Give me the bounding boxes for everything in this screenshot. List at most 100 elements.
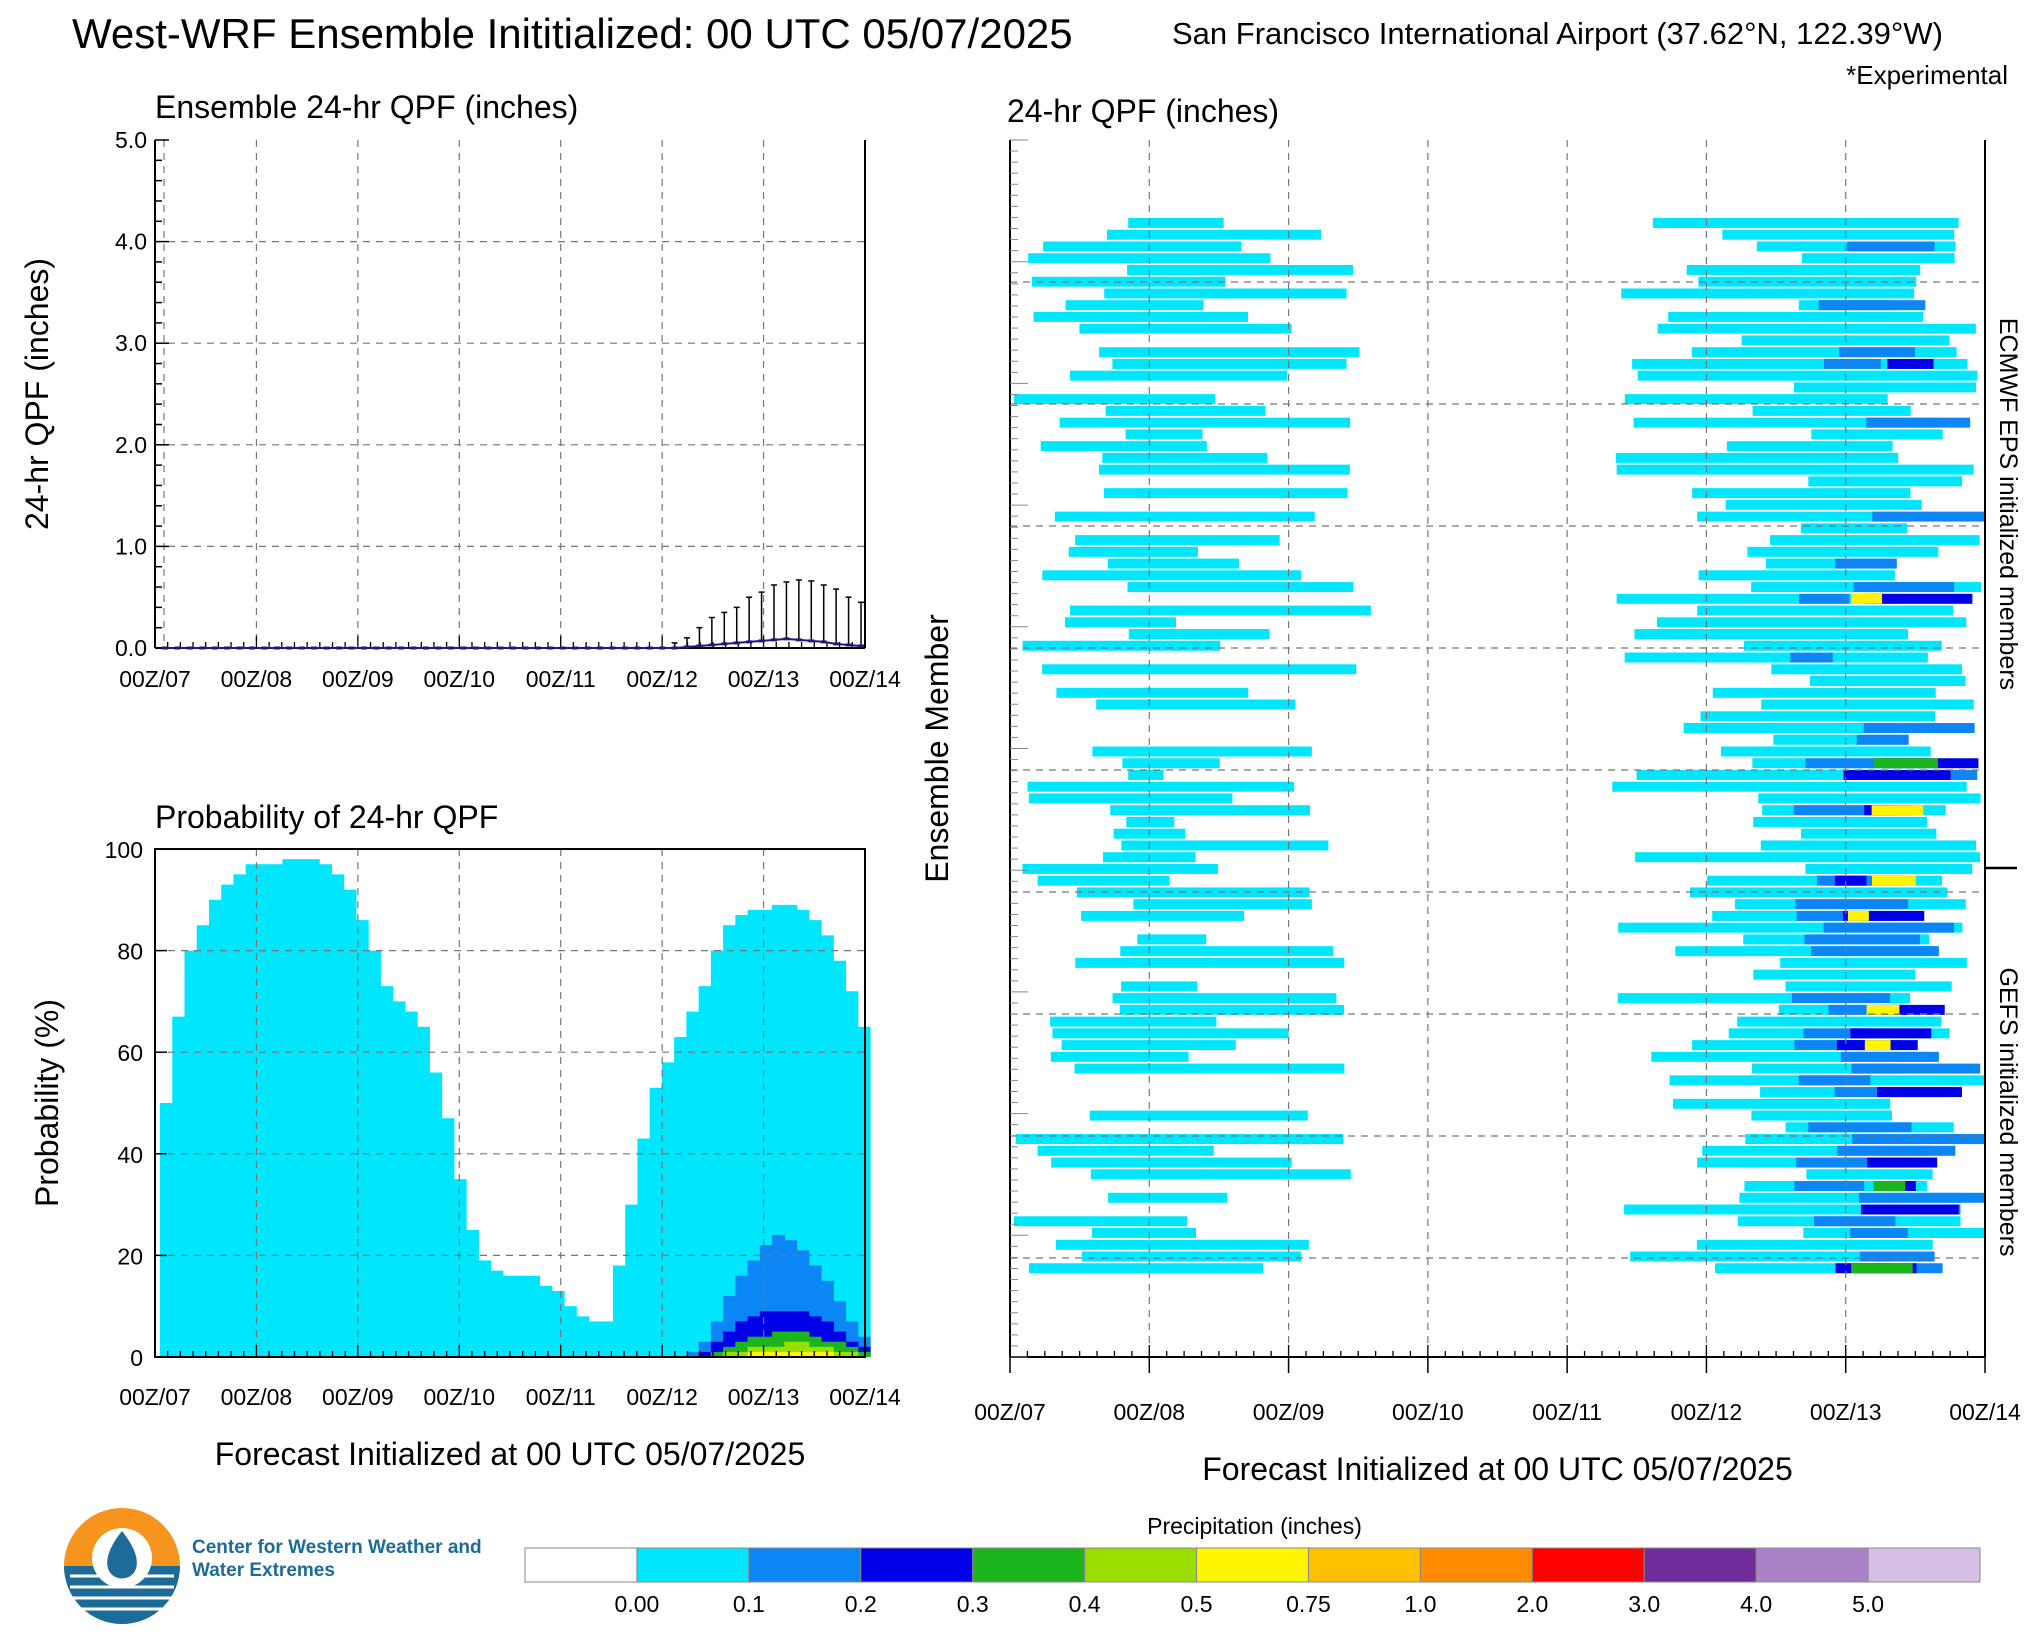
prob-bar xyxy=(612,1265,626,1357)
x-tick-label: 00Z/09 xyxy=(322,1384,394,1410)
member-bar xyxy=(1803,1028,1866,1039)
member-bar xyxy=(1091,1228,1196,1239)
member-bar xyxy=(1040,441,1207,452)
member-bar xyxy=(1752,405,1911,416)
member-bar xyxy=(1698,570,1895,581)
chart-title: Ensemble 24-hr QPF (inches) xyxy=(155,89,578,125)
prob-bar xyxy=(600,1321,614,1357)
member-bar xyxy=(1793,805,1896,816)
group-label-ecmwf: ECMWF EPS initialized members xyxy=(1994,318,2022,690)
x-tick-label: 00Z/12 xyxy=(626,1384,698,1410)
colorbar-swatch xyxy=(1419,1547,1533,1583)
colorbar-swatch xyxy=(1643,1547,1757,1583)
station-label: San Francisco International Airport (37.… xyxy=(1172,16,1943,51)
colorbar-label: 0.5 xyxy=(1181,1591,1213,1617)
member-bar xyxy=(1121,981,1198,992)
colorbar-swatch xyxy=(1307,1547,1421,1583)
member-bar xyxy=(1851,593,1883,604)
prob-bar xyxy=(490,1270,504,1357)
member-bar xyxy=(1092,746,1312,757)
prob-bar xyxy=(637,1138,651,1357)
member-bar xyxy=(1712,687,1936,698)
y-axis-label: 24-hr QPF (inches) xyxy=(19,258,55,530)
member-bar xyxy=(1033,311,1248,322)
member-bar xyxy=(1110,805,1310,816)
member-bar xyxy=(1790,652,1833,663)
colorbar-swatch xyxy=(1755,1547,1869,1583)
prob-bar xyxy=(674,1036,687,1357)
member-bar xyxy=(1864,1040,1891,1051)
member-bar xyxy=(1630,1251,1905,1262)
group-label-gefs: GEFS initialized members xyxy=(1994,968,2022,1257)
member-bar xyxy=(1795,899,1909,910)
x-axis-label: Forecast Initialized at 00 UTC 05/07/202… xyxy=(1202,1451,1793,1487)
x-tick-label: 00Z/13 xyxy=(1810,1399,1882,1425)
prob-bar xyxy=(686,1011,700,1357)
member-bar xyxy=(1686,264,1921,275)
member-bar xyxy=(1692,488,1911,499)
prob-bar xyxy=(502,1275,516,1357)
prob-bar xyxy=(527,1275,541,1357)
colorbar-swatch xyxy=(1867,1547,1981,1583)
member-bar xyxy=(1636,769,1927,780)
y-axis-label: Probability (%) xyxy=(29,999,65,1207)
member-bar xyxy=(1061,1040,1236,1051)
x-tick-label: 00Z/11 xyxy=(526,1384,596,1410)
prob-bar xyxy=(833,960,847,1357)
member-bar xyxy=(1624,1204,1906,1215)
member-bar xyxy=(1013,1216,1188,1227)
member-bar xyxy=(1022,863,1218,874)
member-bar xyxy=(1808,476,1963,487)
member-bar xyxy=(1810,676,1966,687)
y-tick-label: 80 xyxy=(117,939,143,965)
prob-bar xyxy=(282,859,296,1357)
member-bar xyxy=(1633,417,1936,428)
member-bar xyxy=(1015,1134,1344,1145)
member-bar xyxy=(1107,558,1239,569)
member-bar xyxy=(1796,1157,1874,1168)
member-bar xyxy=(1616,464,1974,475)
member-bar xyxy=(1668,311,1924,322)
member-bar xyxy=(1877,1087,1962,1098)
member-bar xyxy=(1128,629,1270,640)
member-bar xyxy=(1887,358,1934,369)
member-bar xyxy=(1028,793,1233,804)
prob-bar xyxy=(257,864,271,1357)
member-bar xyxy=(1657,617,1967,628)
prob-bar xyxy=(441,1118,455,1357)
member-bar xyxy=(1785,981,1952,992)
colorbar-swatch xyxy=(1084,1547,1198,1583)
y-tick-label: 0 xyxy=(130,1345,143,1371)
member-bar xyxy=(1079,323,1292,334)
prob-bar xyxy=(245,864,259,1357)
prob-bar xyxy=(759,1346,773,1357)
member-bar xyxy=(1737,1016,1942,1027)
y-tick-label: 5.0 xyxy=(115,127,147,153)
median-line xyxy=(165,637,862,649)
member-bar xyxy=(1122,758,1220,769)
member-bar xyxy=(1075,957,1345,968)
member-bar xyxy=(1617,993,1911,1004)
member-bar xyxy=(1751,1110,1892,1121)
member-bar xyxy=(1872,875,1916,886)
prob-bar xyxy=(821,935,834,1357)
y-tick-label: 1.0 xyxy=(115,533,147,559)
prob-bar xyxy=(319,864,332,1357)
colorbar-label: 0.3 xyxy=(957,1591,989,1617)
member-bar xyxy=(1874,758,1938,769)
member-bar xyxy=(1102,452,1268,463)
x-tick-label: 00Z/10 xyxy=(423,1384,495,1410)
member-bar xyxy=(1858,1192,1985,1203)
member-bar xyxy=(1107,229,1321,240)
member-bar xyxy=(1744,640,1942,651)
member-bar xyxy=(1780,957,1967,968)
member-bar xyxy=(1873,1181,1906,1192)
member-bar xyxy=(1050,1016,1217,1027)
chart-title: Probability of 24-hr QPF xyxy=(155,799,498,835)
x-tick-label: 00Z/10 xyxy=(1392,1399,1464,1425)
member-bar xyxy=(1818,300,1926,311)
member-bar xyxy=(1871,805,1924,816)
member-bar xyxy=(1811,946,1939,957)
x-tick-label: 00Z/11 xyxy=(526,666,596,692)
member-bar xyxy=(1089,1110,1308,1121)
